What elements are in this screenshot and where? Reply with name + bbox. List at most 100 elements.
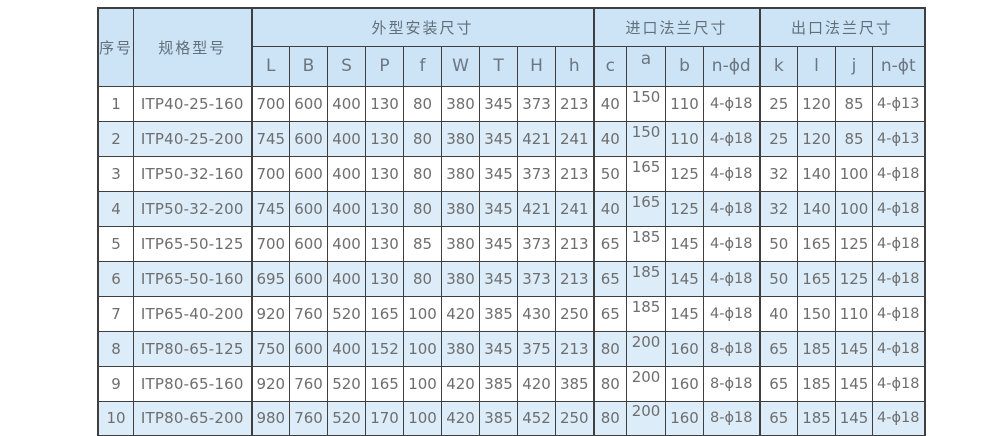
value-cell-a: 200 bbox=[626, 400, 667, 436]
value-cell-L: 745 bbox=[250, 190, 291, 227]
value-cell-k: 65 bbox=[758, 400, 799, 436]
model-cell: ITP65-40-200 bbox=[133, 295, 253, 332]
value-cell-S: 400 bbox=[327, 260, 367, 297]
value-cell-a: 150 bbox=[626, 85, 667, 122]
value-cell-B: 760 bbox=[289, 400, 329, 436]
value-cell-j: 145 bbox=[835, 400, 874, 436]
value-cell-b: 160 bbox=[665, 400, 705, 436]
value-cell-f: 85 bbox=[403, 225, 443, 262]
model-cell: ITP50-32-200 bbox=[133, 190, 253, 227]
value-cell-k: 50 bbox=[758, 260, 799, 297]
value-cell-T: 385 bbox=[479, 400, 519, 436]
value-cell-c: 40 bbox=[592, 190, 628, 227]
value-cell-H: 373 bbox=[517, 85, 557, 122]
value-cell-l: 185 bbox=[797, 365, 837, 402]
value-cell-W: 380 bbox=[441, 120, 481, 157]
value-cell-P: 130 bbox=[365, 225, 405, 262]
model-cell: ITP80-65-125 bbox=[133, 330, 253, 367]
value-cell-T: 345 bbox=[479, 260, 519, 297]
value-cell-T: 345 bbox=[479, 330, 519, 367]
value-cell-c: 40 bbox=[592, 120, 628, 157]
value-cell-k: 32 bbox=[758, 190, 799, 227]
value-cell-l: 165 bbox=[797, 225, 837, 262]
value-cell-l: 185 bbox=[797, 400, 837, 436]
value-cell-B: 600 bbox=[289, 155, 329, 192]
value-cell-h: 385 bbox=[555, 365, 595, 402]
value-cell-W: 380 bbox=[441, 225, 481, 262]
group-header-0: 序号 bbox=[97, 7, 135, 87]
value-cell-n-ϕt: 4-ϕ18 bbox=[872, 365, 926, 402]
value-cell-l: 150 bbox=[797, 295, 837, 332]
value-cell-k: 40 bbox=[758, 295, 799, 332]
value-a-raised: 185 bbox=[631, 262, 661, 281]
column-header-H: H bbox=[517, 45, 557, 87]
value-cell-L: 750 bbox=[250, 330, 291, 367]
serial-number-cell: 5 bbox=[97, 225, 135, 262]
value-cell-T: 345 bbox=[479, 85, 519, 122]
serial-number-cell: 2 bbox=[97, 120, 135, 157]
table-body: 1 ITP40-25-160 700 600 400 130 80 380 345 373 213 4… bbox=[97, 85, 926, 436]
value-cell-n-ϕt: 4-ϕ18 bbox=[872, 400, 926, 436]
value-cell-h: 213 bbox=[555, 225, 595, 262]
value-cell-a: 165 bbox=[626, 190, 667, 227]
value-cell-S: 520 bbox=[327, 400, 367, 436]
value-cell-h: 241 bbox=[555, 190, 595, 227]
value-cell-H: 430 bbox=[517, 295, 557, 332]
column-header-j: j bbox=[835, 45, 874, 87]
value-cell-L: 700 bbox=[250, 85, 291, 122]
value-cell-j: 145 bbox=[835, 330, 874, 367]
value-cell-S: 400 bbox=[327, 85, 367, 122]
value-cell-h: 250 bbox=[555, 295, 595, 332]
value-cell-b: 125 bbox=[665, 190, 705, 227]
value-cell-b: 145 bbox=[665, 295, 705, 332]
value-a-raised: 150 bbox=[631, 87, 661, 106]
group-header-2: 外型安装尺寸 bbox=[250, 7, 595, 47]
value-cell-h: 213 bbox=[555, 85, 595, 122]
value-cell-n-ϕd: 8-ϕ18 bbox=[703, 400, 761, 436]
value-cell-B: 600 bbox=[289, 85, 329, 122]
value-cell-H: 421 bbox=[517, 190, 557, 227]
value-cell-a: 165 bbox=[626, 155, 667, 192]
value-cell-c: 65 bbox=[592, 260, 628, 297]
value-cell-j: 110 bbox=[835, 295, 874, 332]
value-cell-H: 421 bbox=[517, 120, 557, 157]
value-cell-n-ϕd: 4-ϕ18 bbox=[703, 260, 761, 297]
value-cell-W: 420 bbox=[441, 400, 481, 436]
column-header-a: a bbox=[626, 45, 667, 87]
value-cell-j: 145 bbox=[835, 365, 874, 402]
value-cell-P: 130 bbox=[365, 190, 405, 227]
value-cell-b: 145 bbox=[665, 260, 705, 297]
value-cell-P: 170 bbox=[365, 400, 405, 436]
column-header-L: L bbox=[250, 45, 291, 87]
serial-number-cell: 8 bbox=[97, 330, 135, 367]
value-cell-c: 40 bbox=[592, 85, 628, 122]
value-cell-W: 380 bbox=[441, 260, 481, 297]
model-cell: ITP40-25-160 bbox=[133, 85, 253, 122]
value-cell-L: 700 bbox=[250, 225, 291, 262]
value-cell-n-ϕt: 4-ϕ13 bbox=[872, 120, 926, 157]
value-cell-n-ϕd: 4-ϕ18 bbox=[703, 155, 761, 192]
value-cell-W: 420 bbox=[441, 365, 481, 402]
column-header-c: c bbox=[592, 45, 628, 87]
value-cell-n-ϕt: 4-ϕ18 bbox=[872, 295, 926, 332]
value-cell-l: 140 bbox=[797, 190, 837, 227]
value-cell-c: 65 bbox=[592, 295, 628, 332]
group-header-4: 出口法兰尺寸 bbox=[758, 7, 926, 47]
value-cell-f: 80 bbox=[403, 120, 443, 157]
value-cell-T: 345 bbox=[479, 155, 519, 192]
value-cell-L: 745 bbox=[250, 120, 291, 157]
value-cell-c: 80 bbox=[592, 330, 628, 367]
value-a-raised: 200 bbox=[631, 402, 661, 421]
value-cell-j: 100 bbox=[835, 155, 874, 192]
value-cell-H: 373 bbox=[517, 260, 557, 297]
value-cell-B: 600 bbox=[289, 225, 329, 262]
value-cell-n-ϕd: 4-ϕ18 bbox=[703, 120, 761, 157]
value-cell-H: 420 bbox=[517, 365, 557, 402]
value-cell-T: 385 bbox=[479, 295, 519, 332]
table-row: 3 ITP50-32-160 700 600 400 130 80 380 345 373 213 5… bbox=[97, 155, 926, 192]
value-cell-n-ϕt: 4-ϕ18 bbox=[872, 155, 926, 192]
value-cell-l: 165 bbox=[797, 260, 837, 297]
